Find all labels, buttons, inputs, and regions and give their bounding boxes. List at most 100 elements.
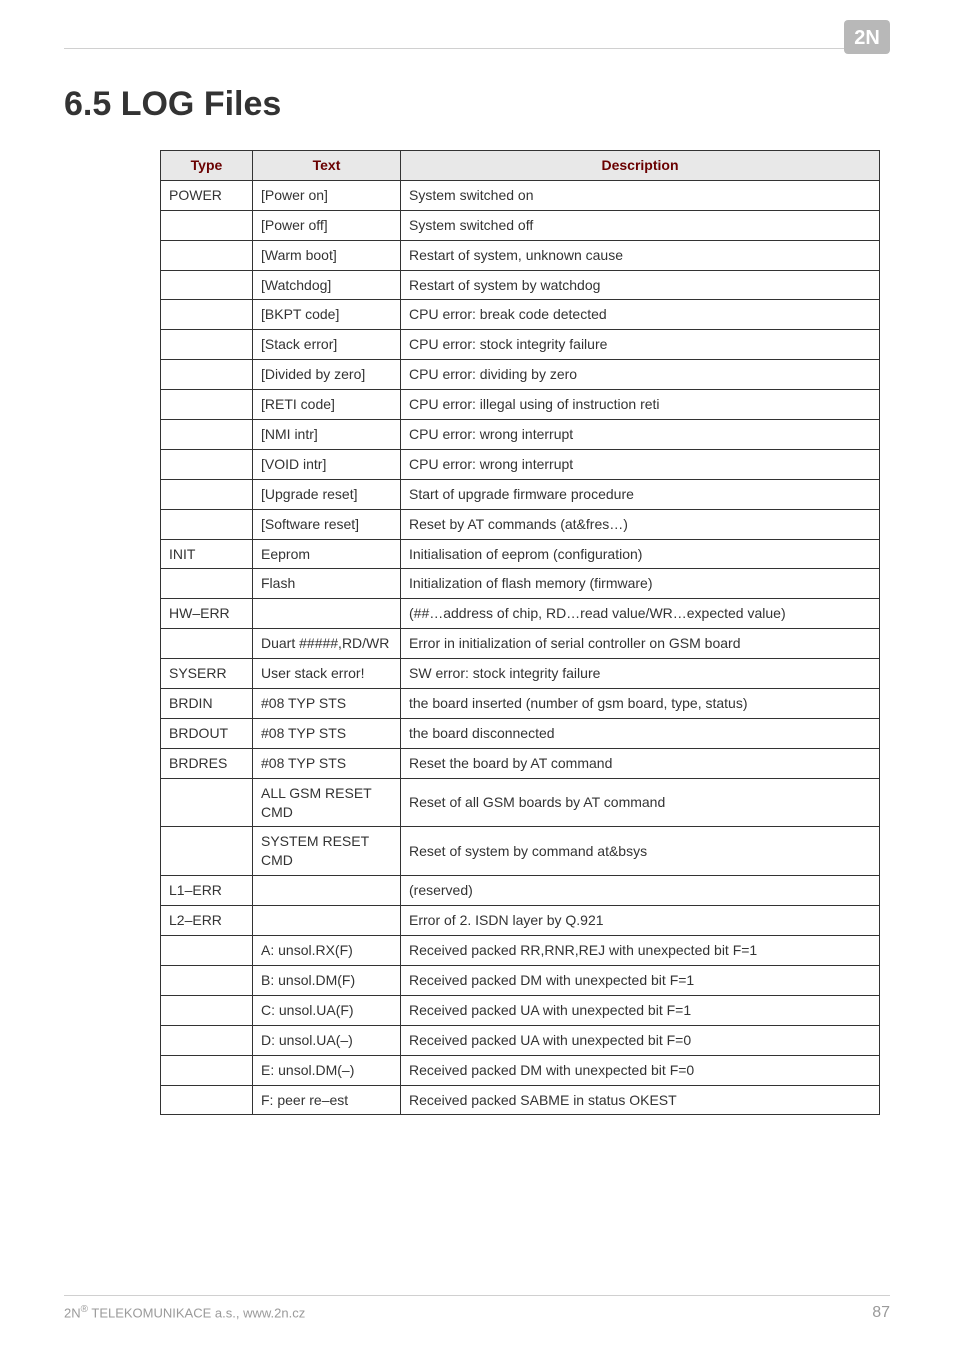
cell-text: [Software reset]	[253, 509, 401, 539]
log-files-table: Type Text Description POWER[Power on]Sys…	[160, 150, 880, 1115]
cell-text: A: unsol.RX(F)	[253, 936, 401, 966]
cell-text: C: unsol.UA(F)	[253, 995, 401, 1025]
cell-description: Start of upgrade firmware procedure	[401, 479, 880, 509]
table-row: POWER[Power on]System switched on	[161, 180, 880, 210]
cell-description: Restart of system, unknown cause	[401, 240, 880, 270]
cell-text: F: peer re–est	[253, 1085, 401, 1115]
cell-text: [Upgrade reset]	[253, 479, 401, 509]
cell-type	[161, 330, 253, 360]
table-row: BRDRES#08 TYP STSReset the board by AT c…	[161, 748, 880, 778]
cell-text: [VOID intr]	[253, 449, 401, 479]
cell-text: E: unsol.DM(–)	[253, 1055, 401, 1085]
table-row: ALL GSM RESET CMDReset of all GSM boards…	[161, 778, 880, 827]
cell-description: System switched on	[401, 180, 880, 210]
cell-type: L2–ERR	[161, 906, 253, 936]
cell-type	[161, 1055, 253, 1085]
table-row: A: unsol.RX(F)Received packed RR,RNR,REJ…	[161, 936, 880, 966]
cell-type	[161, 240, 253, 270]
cell-description: Reset of system by command at&bsys	[401, 827, 880, 876]
cell-type: L1–ERR	[161, 876, 253, 906]
cell-description: System switched off	[401, 210, 880, 240]
table-row: [Power off]System switched off	[161, 210, 880, 240]
footer-left: 2N® TELEKOMUNIKACE a.s., www.2n.cz	[64, 1304, 305, 1322]
cell-description: Reset of all GSM boards by AT command	[401, 778, 880, 827]
cell-type: SYSERR	[161, 659, 253, 689]
cell-text: SYSTEM RESET CMD	[253, 827, 401, 876]
table-row: E: unsol.DM(–)Received packed DM with un…	[161, 1055, 880, 1085]
cell-text: [Divided by zero]	[253, 360, 401, 390]
cell-text	[253, 906, 401, 936]
cell-text: [RETI code]	[253, 390, 401, 420]
cell-text: [Power on]	[253, 180, 401, 210]
cell-type: INIT	[161, 539, 253, 569]
cell-text: [Power off]	[253, 210, 401, 240]
cell-text: D: unsol.UA(–)	[253, 1025, 401, 1055]
page-title: 6.5 LOG Files	[64, 85, 890, 124]
page-number: 87	[872, 1304, 890, 1322]
cell-description: the board disconnected	[401, 718, 880, 748]
cell-type: POWER	[161, 180, 253, 210]
cell-description: (reserved)	[401, 876, 880, 906]
cell-description: the board inserted (number of gsm board,…	[401, 689, 880, 719]
cell-type	[161, 995, 253, 1025]
table-row: [NMI intr]CPU error: wrong interrupt	[161, 420, 880, 450]
cell-description: (##…address of chip, RD…read value/WR…ex…	[401, 599, 880, 629]
cell-type	[161, 965, 253, 995]
table-row: [Software reset]Reset by AT commands (at…	[161, 509, 880, 539]
cell-text: B: unsol.DM(F)	[253, 965, 401, 995]
cell-description: Initialization of flash memory (firmware…	[401, 569, 880, 599]
logo-text: 2N	[854, 27, 880, 49]
cell-type	[161, 629, 253, 659]
cell-type	[161, 270, 253, 300]
table-row: BRDOUT#08 TYP STSthe board disconnected	[161, 718, 880, 748]
cell-type	[161, 420, 253, 450]
cell-description: Initialisation of eeprom (configuration)	[401, 539, 880, 569]
cell-type	[161, 360, 253, 390]
table-row: HW–ERR (##…address of chip, RD…read value…	[161, 599, 880, 629]
table-row: SYSTEM RESET CMDReset of system by comma…	[161, 827, 880, 876]
cell-description: CPU error: wrong interrupt	[401, 449, 880, 479]
cell-description: CPU error: illegal using of instruction …	[401, 390, 880, 420]
table-row: INITEepromInitialisation of eeprom (conf…	[161, 539, 880, 569]
table-row: BRDIN#08 TYP STSthe board inserted (numb…	[161, 689, 880, 719]
cell-type	[161, 390, 253, 420]
table-row: SYSERRUser stack error!SW error: stock i…	[161, 659, 880, 689]
cell-text: #08 TYP STS	[253, 718, 401, 748]
cell-text	[253, 599, 401, 629]
table-row: D: unsol.UA(–)Received packed UA with un…	[161, 1025, 880, 1055]
cell-text: Eeprom	[253, 539, 401, 569]
table-row: B: unsol.DM(F)Received packed DM with un…	[161, 965, 880, 995]
cell-text: [BKPT code]	[253, 300, 401, 330]
table-row: [VOID intr]CPU error: wrong interrupt	[161, 449, 880, 479]
cell-type: BRDOUT	[161, 718, 253, 748]
cell-type: HW–ERR	[161, 599, 253, 629]
table-row: C: unsol.UA(F)Received packed UA with un…	[161, 995, 880, 1025]
table-row: L2–ERR Error of 2. ISDN layer by Q.921	[161, 906, 880, 936]
brand-logo: 2N	[844, 20, 890, 59]
cell-type	[161, 1085, 253, 1115]
cell-description: Received packed RR,RNR,REJ with unexpect…	[401, 936, 880, 966]
cell-type	[161, 936, 253, 966]
cell-text: Flash	[253, 569, 401, 599]
cell-description: Reset the board by AT command	[401, 748, 880, 778]
cell-type	[161, 300, 253, 330]
cell-description: CPU error: dividing by zero	[401, 360, 880, 390]
cell-type	[161, 1025, 253, 1055]
cell-description: Error of 2. ISDN layer by Q.921	[401, 906, 880, 936]
table-row: L1–ERR (reserved)	[161, 876, 880, 906]
table-row: FlashInitialization of flash memory (fir…	[161, 569, 880, 599]
cell-type	[161, 210, 253, 240]
cell-description: CPU error: stock integrity failure	[401, 330, 880, 360]
cell-type	[161, 569, 253, 599]
table-row: F: peer re–estReceived packed SABME in s…	[161, 1085, 880, 1115]
cell-description: CPU error: wrong interrupt	[401, 420, 880, 450]
cell-type	[161, 827, 253, 876]
cell-description: Reset by AT commands (at&fres…)	[401, 509, 880, 539]
cell-type: BRDIN	[161, 689, 253, 719]
table-row: [Upgrade reset]Start of upgrade firmware…	[161, 479, 880, 509]
cell-text: ALL GSM RESET CMD	[253, 778, 401, 827]
cell-description: Received packed DM with unexpected bit F…	[401, 965, 880, 995]
cell-description: CPU error: break code detected	[401, 300, 880, 330]
cell-text: [Warm boot]	[253, 240, 401, 270]
cell-text: #08 TYP STS	[253, 689, 401, 719]
